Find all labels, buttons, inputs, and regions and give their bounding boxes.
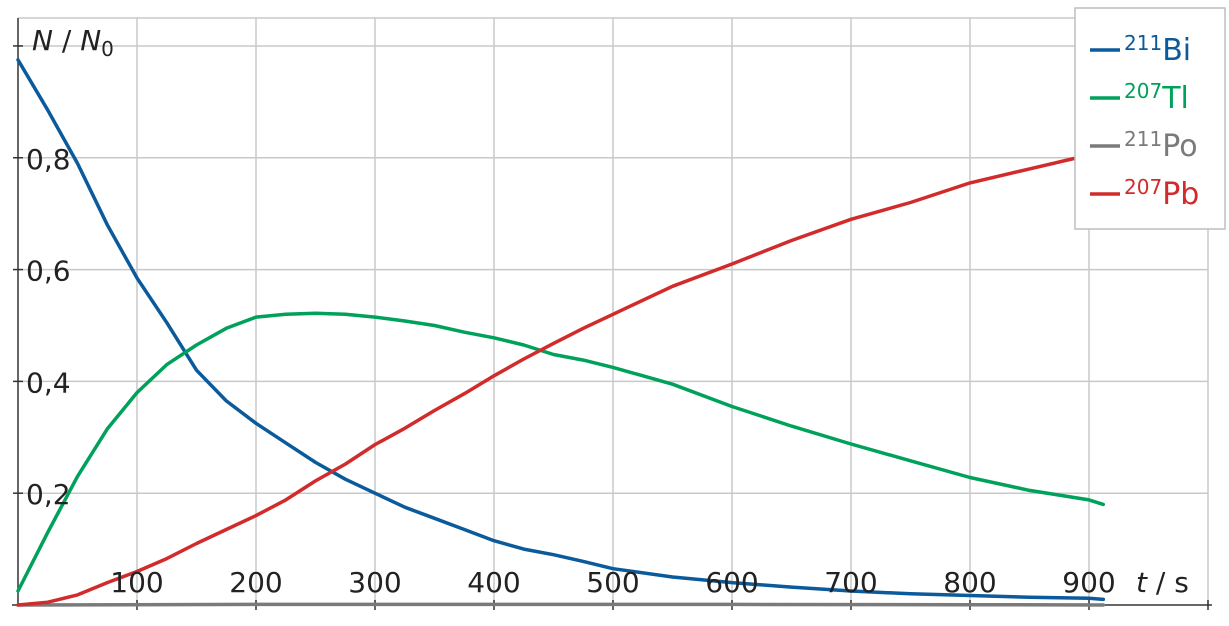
x-tick-label: 500: [586, 566, 639, 599]
x-tick-label: 300: [348, 566, 401, 599]
x-axis-label-unit: s: [1174, 566, 1189, 599]
series-line-pb: [16, 151, 1106, 607]
legend-element-symbol: Pb: [1162, 177, 1199, 212]
y-axis-label-denominator-subscript: 0: [101, 37, 114, 61]
legend-element-symbol: Po: [1162, 129, 1197, 164]
legend-mass-number: 211: [1124, 31, 1162, 55]
series-layer: [16, 58, 1106, 607]
x-tick-label: 200: [229, 566, 282, 599]
legend-label-po: 211Po: [1124, 127, 1198, 164]
x-tick-label: 800: [943, 566, 996, 599]
legend-mass-number: 207: [1124, 79, 1162, 103]
legend-label-tl: 207Tl: [1124, 79, 1189, 116]
series-line-tl: [16, 311, 1106, 593]
x-tick-label: 600: [705, 566, 758, 599]
legend-mass-number: 211: [1124, 127, 1162, 151]
y-tick-labels: 0,2 0,4 0,6 0,8: [26, 143, 71, 511]
x-tick-label: 900: [1062, 566, 1115, 599]
y-tick-label: 0,4: [26, 366, 71, 399]
legend-element-symbol: Bi: [1162, 33, 1191, 68]
legend-box: [1074, 7, 1226, 230]
legend-label-pb: 207Pb: [1124, 175, 1199, 212]
legend-label-bi: 211Bi: [1124, 31, 1191, 68]
grid-lines: [18, 17, 1209, 605]
y-tick-label: 0,6: [26, 255, 71, 288]
x-tick-label: 100: [110, 566, 163, 599]
x-tick-label: 700: [824, 566, 877, 599]
x-tick-labels: 100 200 300 400 500 600 700 800 900: [110, 566, 1115, 599]
x-axis-label-variable: t: [1136, 566, 1148, 599]
y-tick-label: 0,8: [26, 143, 71, 176]
legend-mass-number: 207: [1124, 175, 1162, 199]
series-line-po: [16, 602, 1106, 607]
y-axis-label: N / N0: [32, 24, 114, 61]
x-tick-label: 400: [467, 566, 520, 599]
y-axis-label-denominator: N: [80, 24, 101, 57]
legend-element-symbol: Tl: [1161, 81, 1189, 116]
series-line-bi: [16, 58, 1106, 602]
x-axis-label: t / s: [1136, 566, 1189, 599]
y-tick-label: 0,2: [26, 478, 71, 511]
y-axis-label-numerator: N: [32, 24, 53, 57]
